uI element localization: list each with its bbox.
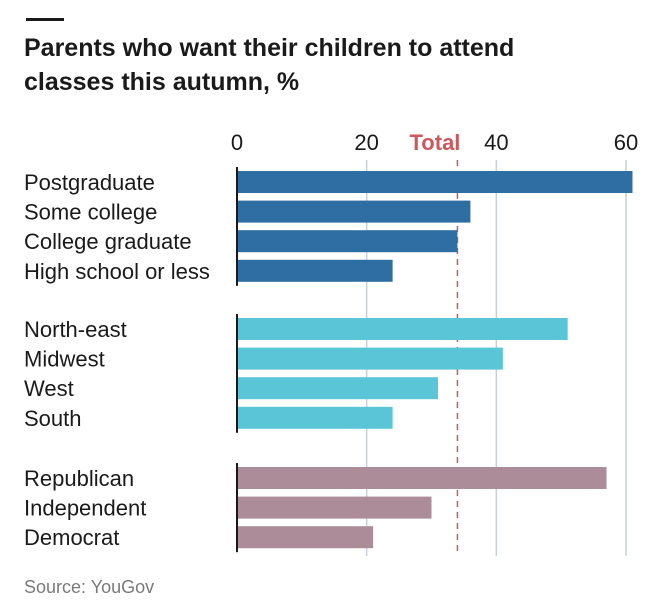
category-label-some-college: Some college xyxy=(24,200,157,225)
category-labels: Postgraduate Some college College graduate… xyxy=(24,170,210,550)
category-label-college-graduate: College graduate xyxy=(24,229,192,254)
bar-some-college xyxy=(237,200,471,223)
total-reference: Total xyxy=(410,130,461,556)
category-label-north-east: North-east xyxy=(24,317,127,342)
category-label-republican: Republican xyxy=(24,466,134,491)
bar-college-graduate xyxy=(237,230,458,253)
x-tick-label-40: 40 xyxy=(484,130,508,155)
chart-title-line-1: Parents who want their children to atten… xyxy=(24,34,514,62)
bar-postgraduate xyxy=(237,171,633,193)
category-label-democrat: Democrat xyxy=(24,525,119,550)
x-tick-label-60: 60 xyxy=(614,130,638,155)
bar-democrat xyxy=(237,526,374,549)
x-tick-label-0: 0 xyxy=(231,130,243,155)
category-label-west: West xyxy=(24,376,74,401)
bar-south xyxy=(237,406,393,429)
chart-title-line-2: classes this autumn, % xyxy=(24,68,299,96)
category-label-independent: Independent xyxy=(24,496,146,521)
category-label-postgraduate: Postgraduate xyxy=(24,170,155,195)
bars xyxy=(236,167,633,553)
bar-midwest xyxy=(237,347,503,370)
header-rule xyxy=(26,18,64,21)
x-axis-ticks: 0 20 40 60 xyxy=(231,130,638,155)
source-note: Source: YouGov xyxy=(24,577,154,597)
bar-independent xyxy=(237,496,432,519)
total-label: Total xyxy=(410,130,461,155)
category-label-south: South xyxy=(24,406,82,431)
bar-high-school-or-less xyxy=(237,259,393,282)
bar-west xyxy=(237,377,438,400)
x-tick-label-20: 20 xyxy=(354,130,378,155)
category-label-high-school-or-less: High school or less xyxy=(24,259,210,284)
category-label-midwest: Midwest xyxy=(24,347,105,372)
bar-north-east xyxy=(237,318,568,340)
bar-republican xyxy=(237,467,607,489)
